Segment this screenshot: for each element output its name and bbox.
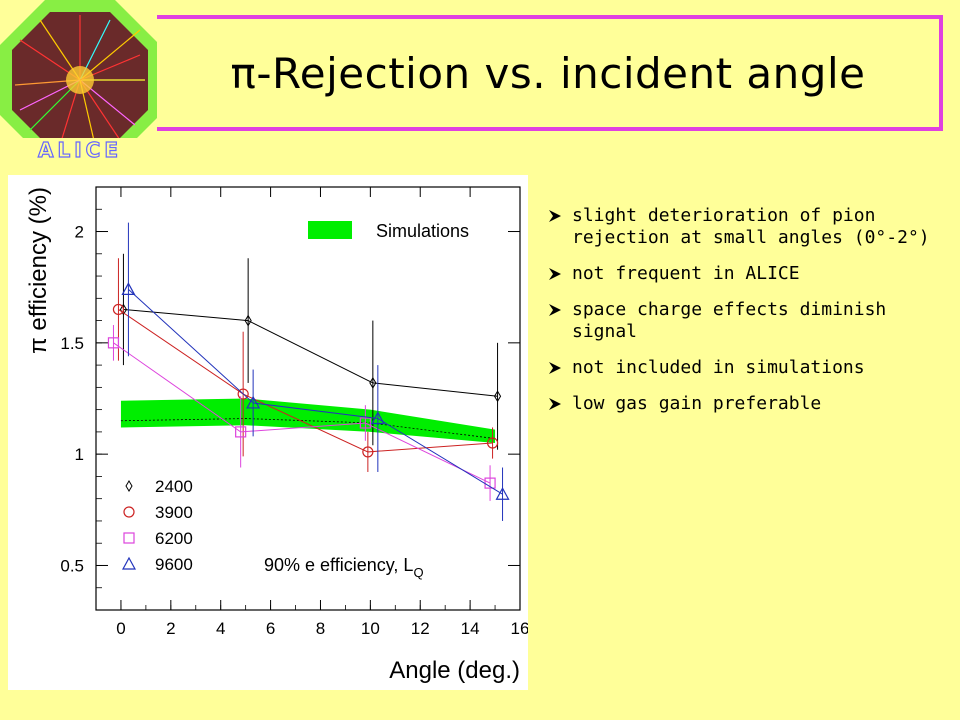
arrow-bullet-icon xyxy=(549,210,561,222)
legend-marker-3900 xyxy=(123,506,135,518)
x-tick-label: 2 xyxy=(166,619,175,638)
arrow-bullet-icon xyxy=(549,398,561,410)
simulation-center-line xyxy=(120,418,496,439)
y-axis-label: π efficiency (%) xyxy=(25,187,52,354)
bullet-text: not frequent in ALICE xyxy=(572,263,800,284)
bullet-item: slight deterioration of pion rejection a… xyxy=(548,205,948,249)
x-tick-label: 0 xyxy=(116,619,125,638)
data-point-9600 xyxy=(246,395,261,409)
data-point-9600 xyxy=(370,411,385,425)
bullet-list: slight deterioration of pion rejection a… xyxy=(548,205,948,429)
x-tick-label: 12 xyxy=(411,619,430,638)
y-tick-label: 2 xyxy=(75,223,84,242)
x-tick-label: 8 xyxy=(316,619,325,638)
x-tick-label: 14 xyxy=(461,619,480,638)
arrow-bullet-icon xyxy=(549,304,561,316)
bullet-item: low gas gain preferable xyxy=(548,393,948,415)
y-tick-label: 1 xyxy=(75,445,84,464)
data-point-6200 xyxy=(235,426,247,438)
bullet-item: not included in simulations xyxy=(548,357,948,379)
data-point-2400 xyxy=(493,390,502,403)
data-point-3900 xyxy=(486,437,499,449)
legend-label-6200: 6200 xyxy=(155,529,193,548)
legend-marker-6200 xyxy=(123,532,135,544)
chart: 0 2 4 6 8 10 12 14 16 0.5 1 1.5 2 Angle (deg.) π effic… xyxy=(25,186,529,684)
chart-annotation: 90% e efficiency, LQ xyxy=(264,555,424,580)
alice-logo: ALICE xyxy=(0,0,160,163)
bullet-item: space charge effects diminish signal xyxy=(548,299,948,343)
title-frame: π-Rejection vs. incident angle xyxy=(157,15,943,131)
data-point-9600 xyxy=(121,282,136,296)
series-line-3900 xyxy=(118,309,493,453)
data-point-3900 xyxy=(237,388,249,400)
simulation-band xyxy=(120,398,496,444)
data-point-6200 xyxy=(107,337,120,349)
slide-title: π-Rejection vs. incident angle xyxy=(230,48,866,98)
x-tick-label: 6 xyxy=(266,619,275,638)
data-point-3900 xyxy=(112,303,125,316)
legend-swatch-simulations xyxy=(308,221,352,239)
y-tick-label: 1.5 xyxy=(60,334,84,353)
series-line-2400 xyxy=(123,308,498,397)
logo-text: ALICE xyxy=(38,138,122,160)
legend-label-simulations: Simulations xyxy=(376,221,469,241)
bullet-text: not included in simulations xyxy=(572,357,865,378)
annotation-subscript: Q xyxy=(413,565,423,580)
y-tick-label: 0.5 xyxy=(60,556,84,575)
legend-label-9600: 9600 xyxy=(155,555,193,574)
legend-label-3900: 3900 xyxy=(155,503,193,522)
x-tick-label: 10 xyxy=(361,619,380,638)
series-line-9600 xyxy=(128,289,503,495)
series-line-6200 xyxy=(113,342,491,484)
legend-label-2400: 2400 xyxy=(155,477,193,496)
data-point-2400 xyxy=(244,314,252,327)
arrow-bullet-icon xyxy=(549,362,561,374)
data-point-9600 xyxy=(495,486,510,500)
x-tick-label: 16 xyxy=(511,619,528,638)
bullet-text: slight deterioration of pion rejection a… xyxy=(572,205,930,248)
data-point-2400 xyxy=(119,303,128,316)
x-tick-label: 4 xyxy=(216,619,225,638)
legend-marker-2400 xyxy=(125,480,133,492)
bullet-text: space charge effects diminish signal xyxy=(572,299,887,342)
chart-panel: 0 2 4 6 8 10 12 14 16 0.5 1 1.5 2 Angle (deg.) π effic… xyxy=(8,175,529,690)
bullet-text: low gas gain preferable xyxy=(572,393,822,414)
data-point-3900 xyxy=(362,446,374,458)
x-axis-label: Angle (deg.) xyxy=(389,657,520,684)
bullet-item: not frequent in ALICE xyxy=(548,263,948,285)
legend-marker-9600 xyxy=(121,556,137,570)
plot-frame xyxy=(95,186,521,611)
arrow-bullet-icon xyxy=(549,268,561,280)
data-point-2400 xyxy=(369,376,377,389)
data-point-6200 xyxy=(359,417,371,429)
